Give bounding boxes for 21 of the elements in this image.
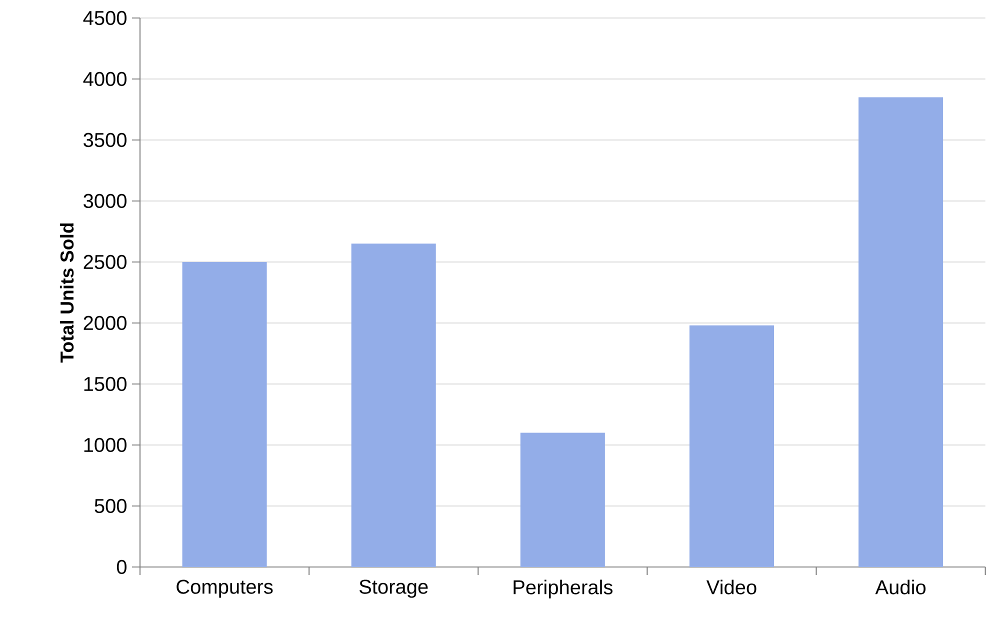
- x-tick-label: Computers: [176, 580, 273, 598]
- y-tick-label: 2000: [84, 316, 126, 330]
- x-tick-label: Peripherals: [514, 580, 612, 598]
- bar: [858, 97, 944, 567]
- bar: [689, 325, 774, 567]
- y-tick-label: 500: [94, 498, 126, 514]
- y-tick-label: 1000: [84, 438, 126, 452]
- bar: [182, 262, 267, 567]
- bar: [520, 432, 605, 567]
- x-tick-label: Audio: [875, 580, 926, 594]
- y-tick-label: 3500: [84, 132, 126, 148]
- y-tick-label: 0: [116, 560, 127, 574]
- y-tick-label: 1500: [84, 376, 126, 392]
- y-tick-label: 2500: [84, 254, 126, 270]
- y-axis-title: Total Units Sold: [60, 223, 74, 363]
- y-tick-label: 3000: [84, 194, 126, 208]
- bar: [351, 244, 436, 567]
- y-tick-label: 4500: [83, 10, 126, 26]
- x-tick-label: Video: [706, 580, 756, 594]
- y-tick-label: 4000: [83, 72, 126, 86]
- x-tick-label: Storage: [359, 580, 428, 598]
